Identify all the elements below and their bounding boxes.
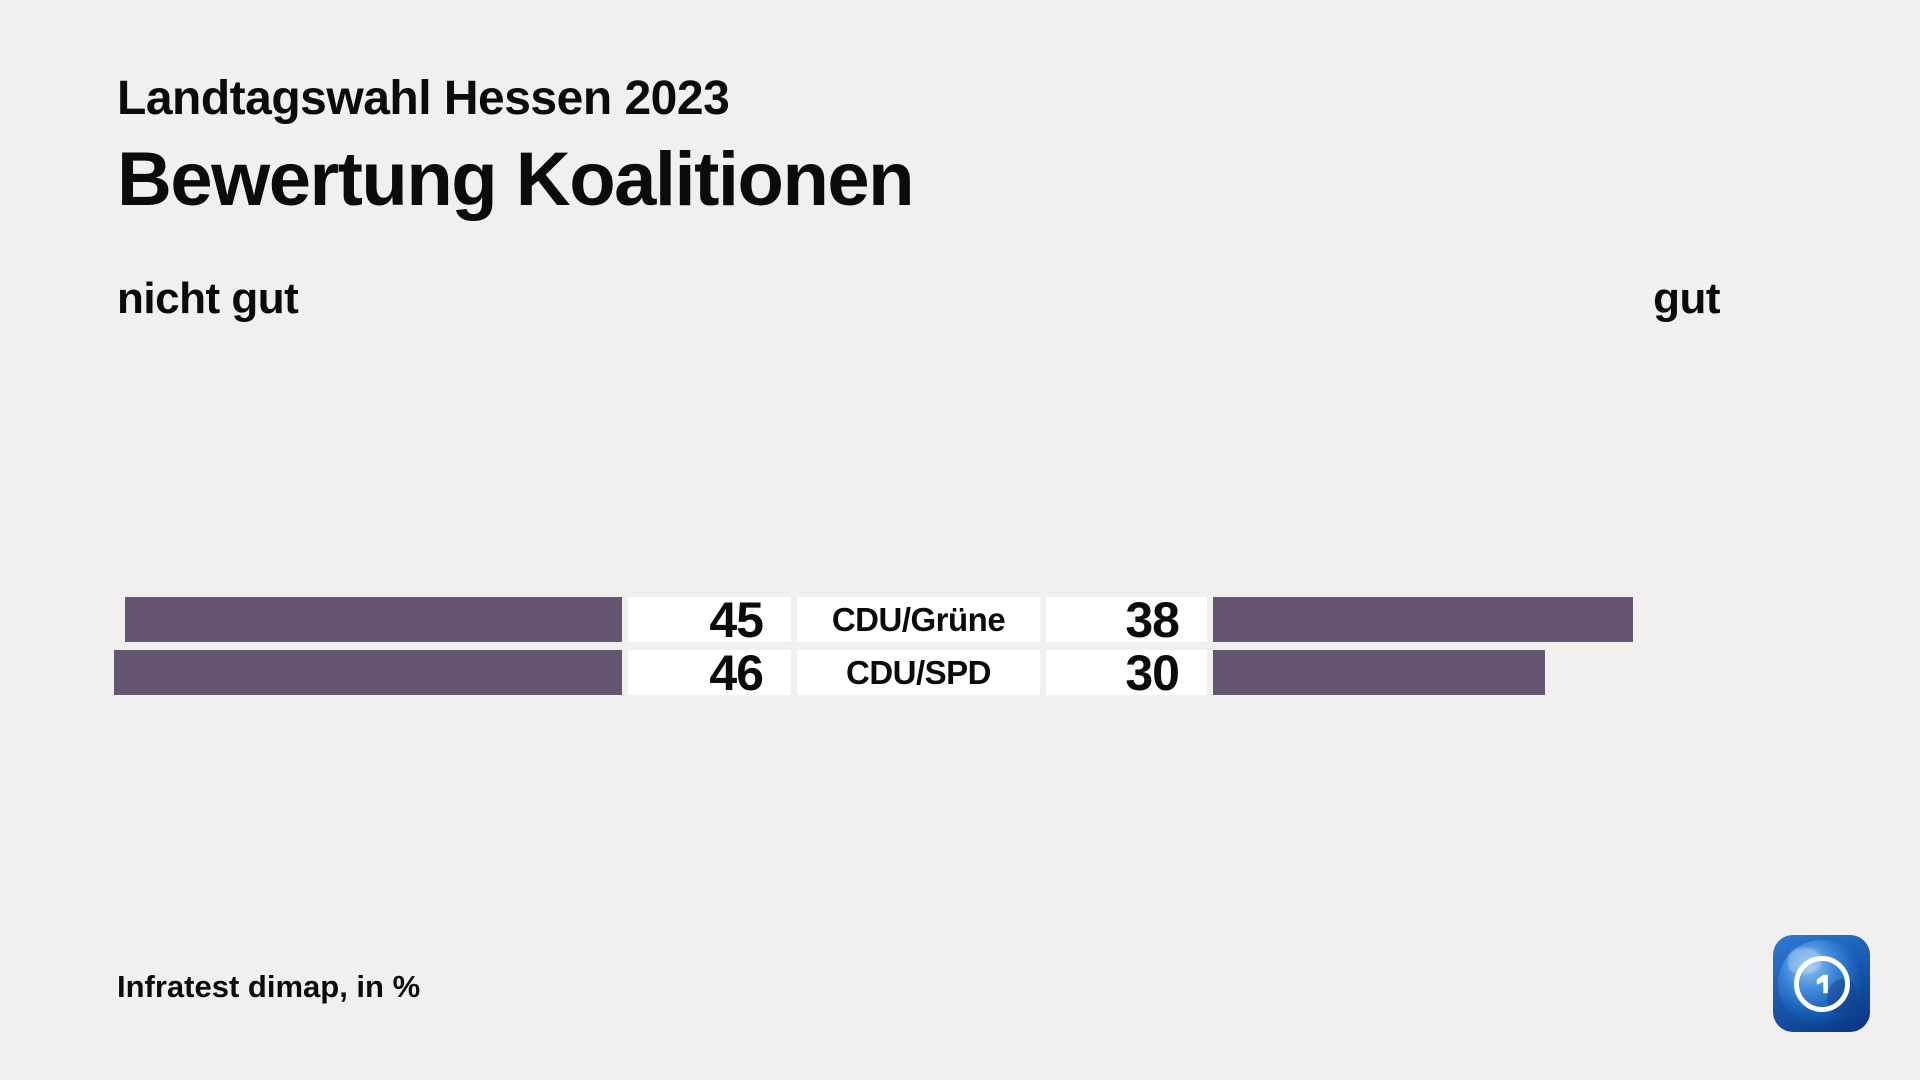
bar-right-CDU/SPD [1213,650,1545,695]
category-label: CDU/SPD [797,650,1040,695]
value-left: 45 [628,595,791,645]
category-label: CDU/Grüne [797,597,1040,642]
bar-left-CDU/SPD [114,650,622,695]
bar-left-CDU/Grüne [125,597,622,642]
ard-tagesschau-logo [1773,935,1870,1032]
value-left: 46 [628,648,791,698]
axis-label-nicht-gut: nicht gut [117,274,299,323]
source-note: Infratest dimap, in % [117,969,421,1004]
chart-title: Bewertung Koalitionen [117,137,915,222]
value-right: 38 [1046,595,1207,645]
ard-one-icon [1793,955,1850,1012]
value-right: 30 [1046,648,1207,698]
chart-subtitle: Landtagswahl Hessen 2023 [117,72,730,125]
bar-right-CDU/Grüne [1213,597,1633,642]
axis-label-gut: gut [1653,274,1720,323]
